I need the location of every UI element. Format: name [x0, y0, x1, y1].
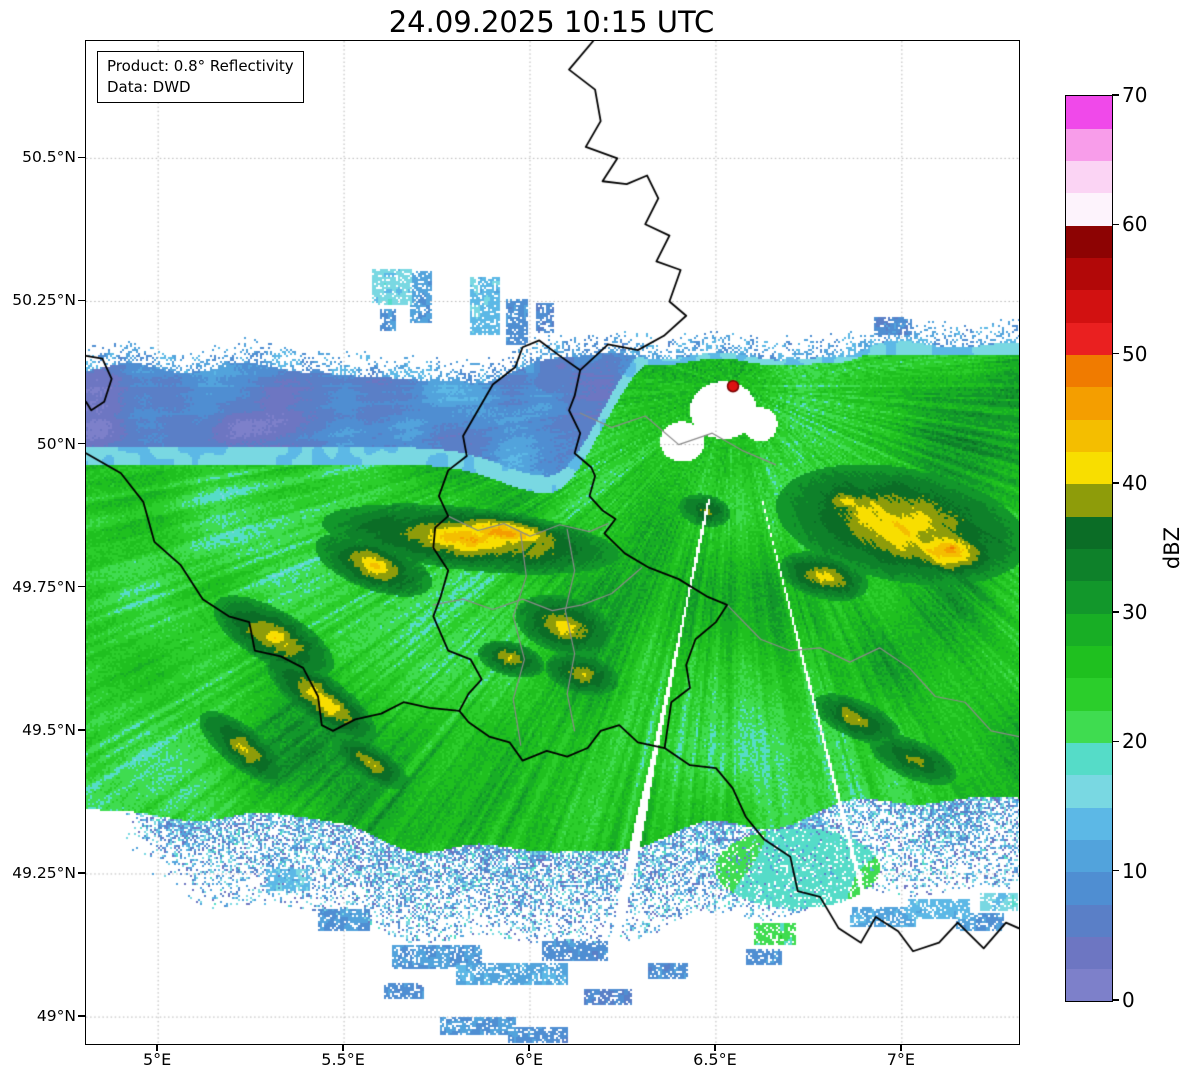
figure-title: 24.09.2025 10:15 UTC [388, 5, 715, 39]
y-tick-mark [78, 729, 85, 731]
x-tick-label: 6°E [514, 1050, 544, 1069]
colorbar-tick-label: 20 [1122, 729, 1148, 754]
x-tick-label: 7°E [886, 1050, 915, 1069]
colorbar-tick-mark [1112, 999, 1119, 1001]
y-tick-label: 49.5°N [22, 720, 76, 739]
colorbar-segment [1066, 871, 1112, 905]
y-tick-mark [78, 1015, 85, 1017]
colorbar-segment [1066, 839, 1112, 873]
colorbar-segment [1066, 96, 1112, 129]
colorbar-segment [1066, 516, 1112, 549]
colorbar-segment [1066, 968, 1112, 1002]
colorbar-tick-label: 50 [1122, 341, 1148, 366]
colorbar-tick-mark [1112, 869, 1119, 872]
colorbar-tick-mark [1112, 611, 1119, 613]
y-tick-mark [78, 299, 85, 302]
colorbar-tick-mark [1112, 482, 1119, 484]
annotation-box: Product: 0.8° Reflectivity Data: DWD [97, 51, 304, 103]
colorbar-segment [1066, 677, 1112, 711]
x-tick-label: 5.5°E [321, 1050, 365, 1069]
colorbar-segment [1066, 354, 1112, 388]
colorbar-tick-mark [1112, 94, 1119, 96]
x-tick-mark [900, 1043, 902, 1051]
colorbar-tick-label: 10 [1122, 858, 1148, 883]
radar-map-canvas [86, 41, 1019, 1044]
colorbar-segment [1066, 451, 1112, 485]
colorbar-tick-label: 0 [1122, 988, 1135, 1012]
annotation-product: Product: 0.8° Reflectivity [107, 57, 294, 75]
colorbar-segment [1066, 548, 1112, 582]
x-tick-label: 6.5°E [693, 1050, 737, 1069]
x-tick-mark [342, 1043, 344, 1051]
colorbar-tick-label: 60 [1122, 212, 1148, 237]
colorbar-segment [1066, 645, 1112, 679]
x-tick-mark [528, 1043, 530, 1051]
colorbar-segment [1066, 257, 1112, 291]
colorbar-segment [1066, 192, 1112, 226]
colorbar-segment [1066, 225, 1112, 259]
y-tick-mark [78, 872, 85, 874]
colorbar-segment [1066, 710, 1112, 743]
colorbar-segment [1066, 774, 1112, 808]
colorbar-tick-mark [1112, 352, 1119, 355]
y-tick-label: 49°N [36, 1007, 76, 1026]
colorbar-segment [1066, 128, 1112, 162]
y-tick-mark [78, 585, 85, 588]
y-tick-label: 49.75°N [12, 577, 76, 596]
colorbar-tick-label: 40 [1122, 470, 1148, 495]
colorbar-segment [1066, 580, 1112, 614]
y-tick-label: 50.5°N [22, 148, 76, 167]
colorbar-tick-mark [1112, 740, 1119, 743]
colorbar-segment [1066, 160, 1112, 194]
y-tick-label: 50.25°N [12, 291, 76, 310]
colorbar-segment [1066, 904, 1112, 937]
colorbar-segment [1066, 742, 1112, 776]
y-tick-mark [78, 156, 85, 159]
colorbar-segment [1066, 322, 1112, 356]
colorbar-segment [1066, 289, 1112, 323]
y-tick-label: 50°N [36, 434, 76, 453]
colorbar-segment [1066, 419, 1112, 453]
map-plot-area: Product: 0.8° Reflectivity Data: DWD [85, 40, 1020, 1045]
y-tick-label: 49.25°N [12, 863, 76, 882]
colorbar [1065, 95, 1113, 1002]
colorbar-tick-label: 70 [1122, 83, 1148, 107]
colorbar-label: dBZ [1160, 526, 1184, 570]
colorbar-segment [1066, 613, 1112, 646]
annotation-source: Data: DWD [107, 78, 191, 96]
x-tick-label: 5°E [142, 1050, 172, 1069]
x-tick-mark [156, 1043, 158, 1051]
colorbar-segment [1066, 483, 1112, 517]
colorbar-segment [1066, 807, 1112, 840]
colorbar-tick-mark [1112, 223, 1119, 226]
colorbar-segment [1066, 936, 1112, 970]
x-tick-mark [714, 1043, 716, 1051]
y-tick-mark [78, 442, 85, 445]
colorbar-segment [1066, 386, 1112, 420]
colorbar-tick-label: 30 [1122, 600, 1148, 625]
